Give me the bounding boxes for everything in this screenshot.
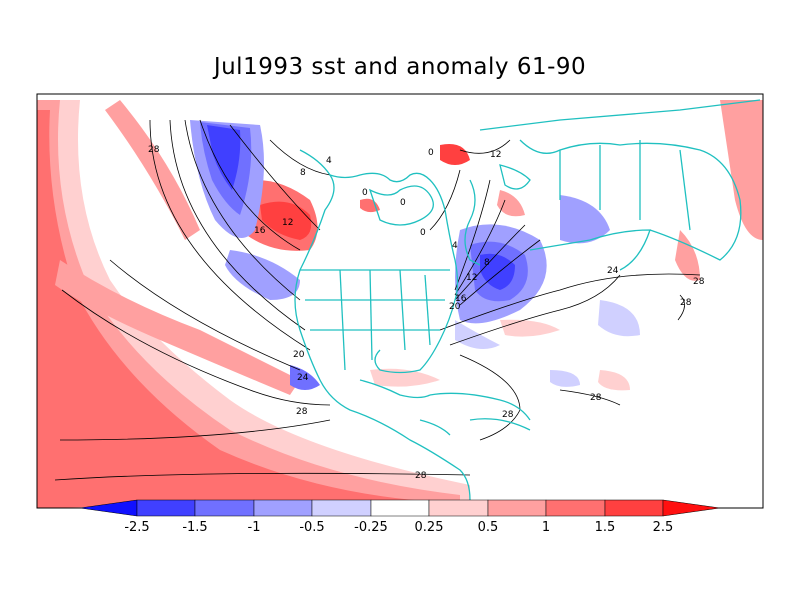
contour-line xyxy=(429,169,461,231)
contour-label: 24 xyxy=(607,266,619,276)
contour-line xyxy=(61,289,331,406)
contour-line xyxy=(184,119,301,301)
colorbar-swatch xyxy=(604,499,664,517)
anomaly-shading xyxy=(37,100,763,508)
contour-line xyxy=(439,273,701,331)
contour-label: 28 xyxy=(680,298,692,308)
anomaly-region xyxy=(105,100,200,240)
contour-line xyxy=(229,124,321,231)
anomaly-region xyxy=(260,201,312,240)
colorbar-tick-label: -0.25 xyxy=(354,520,388,535)
colorbar-tick-label: 1.5 xyxy=(595,520,616,535)
contour-label: 0 xyxy=(362,188,368,198)
contour-label: 28 xyxy=(296,407,308,417)
colorbar-swatch xyxy=(253,499,313,517)
contour-label: 12 xyxy=(490,150,501,160)
contour-label: 0 xyxy=(400,198,406,208)
contour-line xyxy=(169,119,306,331)
contour-label: 20 xyxy=(449,302,461,312)
colorbar-arrow-high xyxy=(662,499,721,517)
contour-label: 12 xyxy=(466,273,477,283)
contour-label: 24 xyxy=(297,373,309,383)
colorbar-tick-label: -0.5 xyxy=(299,520,324,535)
contour-label: 16 xyxy=(254,226,266,236)
sst-contours xyxy=(54,119,701,481)
anomaly-region xyxy=(440,144,470,165)
contour-labels: 28 28 28 28 28 28 28 24 24 20 20 16 16 1… xyxy=(148,145,705,481)
map-title: Jul1993 sst and anomaly 61-90 xyxy=(213,54,587,80)
contour-label: 4 xyxy=(452,241,458,251)
anomaly-region xyxy=(360,198,380,213)
contour-label: 12 xyxy=(282,218,293,228)
contour-line xyxy=(459,139,511,154)
contour-line xyxy=(269,139,331,176)
contour-label: 0 xyxy=(420,228,426,238)
anomaly-region xyxy=(370,368,440,387)
colorbar-swatch xyxy=(487,499,547,517)
anomaly-region xyxy=(598,300,640,337)
colorbar-tick-label: -1.5 xyxy=(182,520,207,535)
contour-label: 28 xyxy=(693,277,705,287)
anomaly-region xyxy=(37,110,440,508)
contour-line xyxy=(449,274,621,346)
contour-label: 8 xyxy=(484,258,490,268)
colorbar-swatch xyxy=(136,499,196,517)
contour-line xyxy=(454,199,506,296)
anomaly-region xyxy=(675,230,700,281)
contour-label: 8 xyxy=(300,168,306,178)
contour-line xyxy=(109,259,301,371)
anomaly-region xyxy=(500,319,560,337)
contour-label: 16 xyxy=(455,294,467,304)
contour-line xyxy=(459,239,541,306)
colorbar-tick-label: 0.5 xyxy=(478,520,499,535)
contour-label: 28 xyxy=(590,393,602,403)
anomaly-region xyxy=(290,365,320,390)
contour-line xyxy=(454,179,491,291)
anomaly-region xyxy=(598,370,630,391)
colorbar: -2.5 -1.5 -1 -0.5 -0.25 0.25 0.5 1 1.5 2… xyxy=(79,499,721,535)
colorbar-swatch xyxy=(194,499,255,517)
colorbar-tick-label: 0.25 xyxy=(415,520,444,535)
contour-line xyxy=(677,294,685,321)
contour-label: 0 xyxy=(428,148,434,158)
contour-label: 28 xyxy=(502,410,514,420)
contour-line xyxy=(149,119,311,351)
contour-line xyxy=(59,419,331,441)
contour-line xyxy=(199,119,301,251)
colorbar-tick-label: -1 xyxy=(248,520,261,535)
contour-label: 20 xyxy=(293,350,305,360)
colorbar-tick-label: -2.5 xyxy=(124,520,149,535)
contour-label: 28 xyxy=(415,471,427,481)
colorbar-swatch xyxy=(428,499,489,517)
colorbar-swatch xyxy=(311,499,372,517)
colorbar-swatch xyxy=(545,499,606,517)
anomaly-region xyxy=(550,370,580,387)
contour-label: 28 xyxy=(148,145,160,155)
anomaly-region xyxy=(560,195,610,244)
contour-line xyxy=(54,472,471,481)
colorbar-swatch xyxy=(370,499,430,517)
anomaly-region xyxy=(207,125,241,190)
colorbar-tick-label: 1 xyxy=(542,520,550,535)
colorbar-tick-label: 2.5 xyxy=(653,520,674,535)
contour-line xyxy=(559,389,621,406)
anomaly-region xyxy=(225,250,300,300)
contour-label: 4 xyxy=(326,156,332,166)
anomaly-region xyxy=(497,190,525,217)
contour-line xyxy=(454,224,526,301)
coastlines xyxy=(294,99,761,501)
anomaly-region xyxy=(55,260,300,395)
anomaly-region xyxy=(455,320,500,349)
anomaly-region xyxy=(720,100,763,240)
